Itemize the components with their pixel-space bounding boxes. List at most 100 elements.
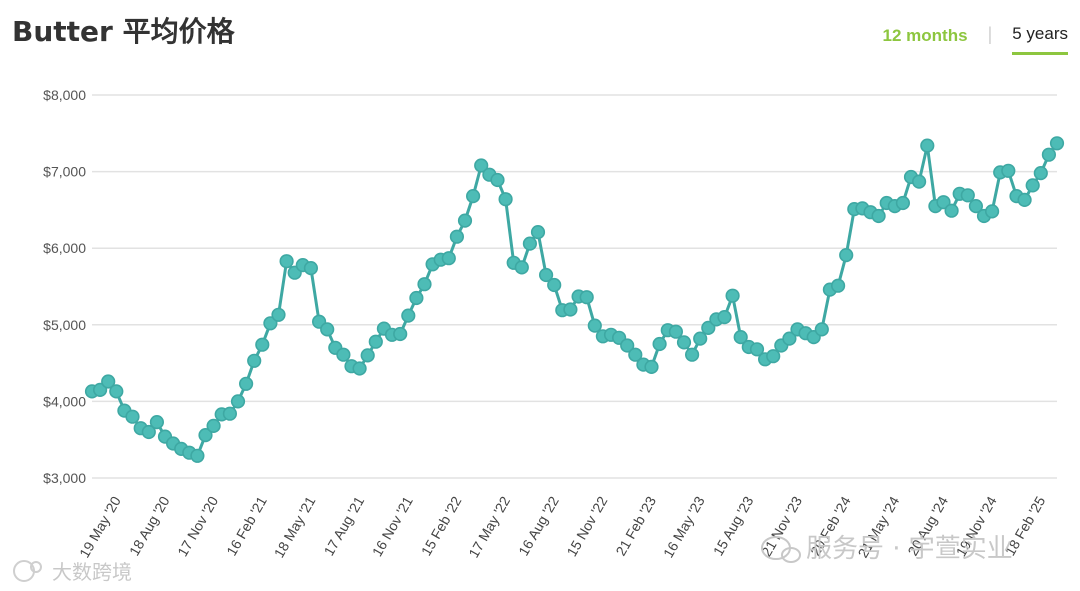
data-point[interactable] xyxy=(1049,136,1065,151)
data-point[interactable] xyxy=(522,236,538,251)
data-point[interactable] xyxy=(587,318,602,333)
tab-12-months[interactable]: 12 months xyxy=(882,25,968,45)
data-point[interactable] xyxy=(563,302,578,317)
data-point[interactable] xyxy=(101,374,116,389)
data-point[interactable] xyxy=(1017,192,1032,207)
data-point[interactable] xyxy=(190,448,205,463)
data-point[interactable] xyxy=(1001,163,1016,178)
data-point[interactable] xyxy=(1033,166,1048,181)
data-point[interactable] xyxy=(125,409,140,424)
data-point[interactable] xyxy=(352,361,367,376)
data-point[interactable] xyxy=(271,307,286,322)
data-point[interactable] xyxy=(530,225,546,240)
data-point[interactable] xyxy=(620,338,635,353)
data-point[interactable] xyxy=(198,428,213,443)
data-point[interactable] xyxy=(247,353,262,368)
data-point[interactable] xyxy=(749,342,765,357)
data-point[interactable] xyxy=(457,213,473,228)
data-point[interactable] xyxy=(936,195,951,210)
data-point[interactable] xyxy=(652,336,667,352)
data-point[interactable] xyxy=(320,322,335,337)
data-point[interactable] xyxy=(239,376,254,391)
data-point[interactable] xyxy=(474,158,489,173)
x-tick-label: 15 Feb '22 xyxy=(418,493,465,558)
data-point[interactable] xyxy=(725,288,740,303)
y-tick-label: $8,000 xyxy=(43,87,86,103)
page-title: Butter 平均价格 xyxy=(12,15,235,48)
data-point[interactable] xyxy=(944,203,959,218)
data-point[interactable] xyxy=(628,347,643,362)
data-point[interactable] xyxy=(782,331,797,346)
data-point[interactable] xyxy=(360,348,375,363)
data-point[interactable] xyxy=(303,261,319,276)
data-point[interactable] xyxy=(514,260,529,275)
data-point[interactable] xyxy=(109,384,124,399)
data-point[interactable] xyxy=(279,254,294,269)
y-tick-label: $4,000 xyxy=(43,393,86,409)
tab-separator: | xyxy=(987,24,993,44)
data-point[interactable] xyxy=(263,316,278,331)
data-point[interactable] xyxy=(701,320,716,336)
data-point[interactable] xyxy=(895,195,911,211)
data-point[interactable] xyxy=(911,174,927,189)
x-tick-label: 15 Nov '22 xyxy=(563,493,610,559)
data-point[interactable] xyxy=(92,382,108,398)
data-point[interactable] xyxy=(417,277,432,292)
x-tick-label: 16 Aug '22 xyxy=(515,493,562,558)
y-axis: $3,000 $4,000 $5,000 $6,000 $7,000 $8,000 xyxy=(43,87,86,486)
data-point[interactable] xyxy=(717,310,732,325)
data-point[interactable] xyxy=(441,251,456,266)
x-tick-label: 18 Aug '20 xyxy=(126,493,173,558)
x-tick-label: 18 May '21 xyxy=(271,493,319,560)
x-tick-label: 17 Nov '20 xyxy=(174,493,221,559)
data-point[interactable] xyxy=(1041,147,1056,162)
y-tick-label: $6,000 xyxy=(43,240,86,256)
data-point[interactable] xyxy=(449,229,465,244)
data-points xyxy=(84,136,1065,463)
data-point[interactable] xyxy=(968,199,984,214)
data-point[interactable] xyxy=(547,277,562,293)
x-tick-label: 21 Feb '23 xyxy=(612,493,659,558)
data-point[interactable] xyxy=(920,138,935,153)
data-point[interactable] xyxy=(393,326,408,342)
data-point[interactable] xyxy=(644,359,659,375)
data-point[interactable] xyxy=(960,188,975,203)
data-point[interactable] xyxy=(676,335,692,350)
x-tick-label: 19 May '20 xyxy=(76,493,124,560)
data-point[interactable] xyxy=(839,248,854,263)
data-point[interactable] xyxy=(206,418,221,434)
watermark-left-text: 大数跨境 xyxy=(52,560,132,584)
data-point[interactable] xyxy=(1025,178,1040,193)
data-point[interactable] xyxy=(579,290,594,305)
data-point[interactable] xyxy=(230,394,246,409)
data-point[interactable] xyxy=(733,330,748,345)
y-tick-label: $7,000 xyxy=(43,164,86,180)
data-point[interactable] xyxy=(336,347,351,362)
data-point[interactable] xyxy=(409,290,424,306)
watermark-right: 服务号 · 宇萱实业 xyxy=(761,534,1013,564)
data-point[interactable] xyxy=(538,267,554,283)
x-tick-label: 17 Aug '21 xyxy=(320,493,367,558)
data-point[interactable] xyxy=(401,308,416,323)
data-point[interactable] xyxy=(466,189,481,204)
data-point[interactable] xyxy=(498,192,513,207)
tab-5-years[interactable]: 5 years xyxy=(1012,22,1068,55)
data-point[interactable] xyxy=(814,322,829,337)
data-point[interactable] xyxy=(490,172,505,188)
watermark-right-text: 服务号 · 宇萱实业 xyxy=(806,534,1013,564)
data-point[interactable] xyxy=(668,324,684,339)
data-point[interactable] xyxy=(368,334,383,349)
data-point[interactable] xyxy=(871,208,886,224)
data-point[interactable] xyxy=(984,204,1000,219)
watermark-logo-dot-icon xyxy=(30,561,42,573)
data-point[interactable] xyxy=(693,331,708,346)
data-point[interactable] xyxy=(766,349,781,364)
data-point[interactable] xyxy=(684,347,700,362)
data-point[interactable] xyxy=(222,406,237,421)
wechat-icon-small xyxy=(781,547,801,563)
data-point[interactable] xyxy=(255,337,270,352)
data-point[interactable] xyxy=(149,415,164,430)
y-tick-label: $3,000 xyxy=(43,470,86,486)
data-point[interactable] xyxy=(830,278,846,293)
data-point[interactable] xyxy=(141,424,156,440)
